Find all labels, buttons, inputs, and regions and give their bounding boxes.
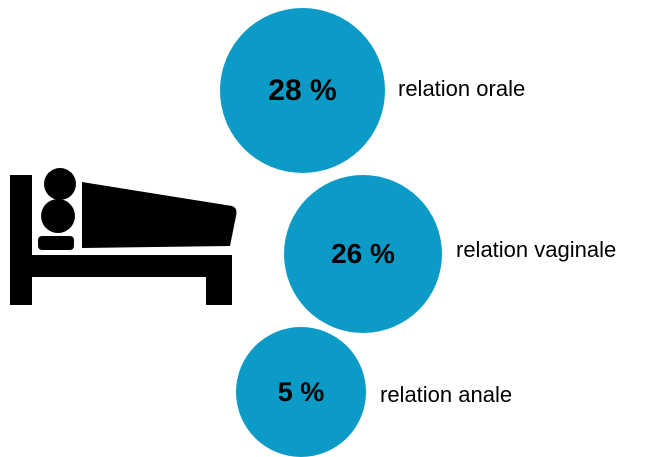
stat-bubble-anal: 5 %	[236, 327, 366, 457]
stat-bubble-vaginal: 26 %	[284, 175, 442, 333]
stat-label-vaginal: relation vaginale	[456, 237, 617, 262]
stat-label-anal: relation anale	[380, 382, 513, 407]
bed-with-person-icon	[10, 168, 237, 305]
stat-label-oral: relation orale	[398, 76, 526, 101]
stat-bubble-oral: 28 %	[220, 8, 385, 173]
